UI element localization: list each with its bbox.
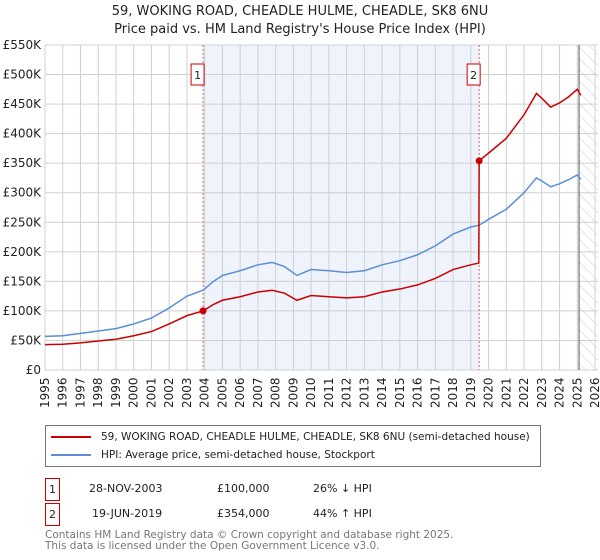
y-tick-label: £0 [26, 363, 41, 377]
legend-label-hpi: HPI: Average price, semi-detached house,… [101, 449, 375, 461]
x-tick-label: 2018 [446, 377, 460, 408]
y-tick-label: £50K [10, 333, 42, 347]
transaction-row: 2 19-JUN-2019 £354,000 44% ↑ HPI [45, 503, 505, 526]
x-tick-label: 2004 [198, 377, 212, 408]
x-tick-label: 2019 [464, 377, 478, 408]
footer-line-2: This data is licensed under the Open Gov… [45, 540, 380, 552]
chart-subtitle: Price paid vs. HM Land Registry's House … [114, 22, 486, 37]
x-tick-label: 2010 [304, 377, 318, 408]
x-tick-label: 2014 [375, 377, 389, 408]
x-tick-label: 2013 [357, 377, 371, 408]
x-tick-label: 2026 [588, 377, 600, 408]
transaction-badge: 2 [45, 503, 60, 526]
x-tick-label: 2007 [251, 377, 265, 408]
x-tick-label: 2008 [269, 377, 283, 408]
transaction-price: £354,000 [217, 507, 270, 520]
x-tick-label: 2011 [322, 377, 336, 408]
series-line-hpi [44, 174, 582, 338]
y-tick-label: £500K [3, 68, 43, 82]
transaction-date: 19-JUN-2019 [92, 507, 163, 520]
x-tick-label: 1995 [38, 377, 52, 408]
transaction-price: £100,000 [217, 482, 270, 495]
x-tick-label: 2021 [499, 377, 513, 408]
marker-label: 2 [470, 69, 477, 82]
x-tick-label: 2005 [215, 377, 229, 408]
y-tick-label: £300K [3, 186, 43, 200]
series-line-property [44, 88, 582, 346]
x-tick-label: 2023 [535, 377, 549, 408]
legend-swatch-red [51, 436, 91, 438]
transaction-date: 28-NOV-2003 [89, 482, 163, 495]
x-tick-label: 2017 [428, 377, 442, 408]
marker-badge [466, 63, 481, 86]
legend: 59, WOKING ROAD, CHEADLE HULME, CHEADLE,… [45, 425, 541, 467]
y-tick-label: £250K [3, 215, 43, 229]
x-tick-label: 2025 [570, 377, 584, 408]
transaction-badge: 1 [45, 478, 60, 501]
x-tick-label: 2016 [411, 377, 425, 408]
transaction-hpi: 26% ↓ HPI [313, 482, 372, 495]
x-tick-label: 2022 [517, 377, 531, 408]
y-tick-label: £350K [3, 156, 43, 170]
x-tick-label: 2009 [286, 377, 300, 408]
chart-title: 59, WOKING ROAD, CHEADLE HULME, CHEADLE,… [111, 4, 489, 19]
legend-swatch-blue [51, 454, 91, 456]
x-tick-label: 2006 [233, 377, 247, 408]
future-hatch [579, 45, 598, 370]
chart-svg: 1995 1996 1997 1998 1999 2000 2001 2002 2003 2004… [3, 38, 600, 408]
y-tick-label: £150K [3, 274, 43, 288]
x-tick-label: 2003 [180, 377, 194, 408]
legend-label-property: 59, WOKING ROAD, CHEADLE HULME, CHEADLE,… [101, 431, 530, 443]
x-tick-label: 2020 [482, 377, 496, 408]
sale-point [475, 157, 483, 165]
y-tick-label: £200K [3, 245, 43, 259]
footer: Contains HM Land Registry data © Crown c… [45, 530, 453, 552]
marker-badge [190, 63, 205, 86]
x-tick-label: 2024 [553, 377, 567, 408]
x-tick-label: 1999 [109, 377, 123, 408]
x-tick-label: 2000 [127, 377, 141, 408]
x-tick-label: 2012 [340, 377, 354, 408]
x-tick-label: 2001 [144, 377, 158, 408]
footer-line-1: Contains HM Land Registry data © Crown c… [45, 529, 454, 541]
y-tick-label: £450K [3, 97, 43, 111]
y-tick-label: £550K [3, 38, 43, 52]
x-tick-label: 1998 [91, 377, 105, 408]
shaded-period [203, 45, 480, 370]
x-tick-label: 2015 [393, 377, 407, 408]
y-tick-label: £400K [3, 127, 43, 141]
marker-label: 1 [194, 69, 201, 82]
x-tick-label: 1996 [56, 377, 70, 408]
y-tick-label: £100K [3, 304, 43, 318]
transaction-row: 1 28-NOV-2003 £100,000 26% ↓ HPI [45, 478, 505, 501]
x-tick-label: 2002 [162, 377, 176, 408]
x-tick-label: 1997 [73, 377, 87, 408]
transaction-hpi: 44% ↑ HPI [313, 507, 372, 520]
sale-point [199, 307, 207, 315]
